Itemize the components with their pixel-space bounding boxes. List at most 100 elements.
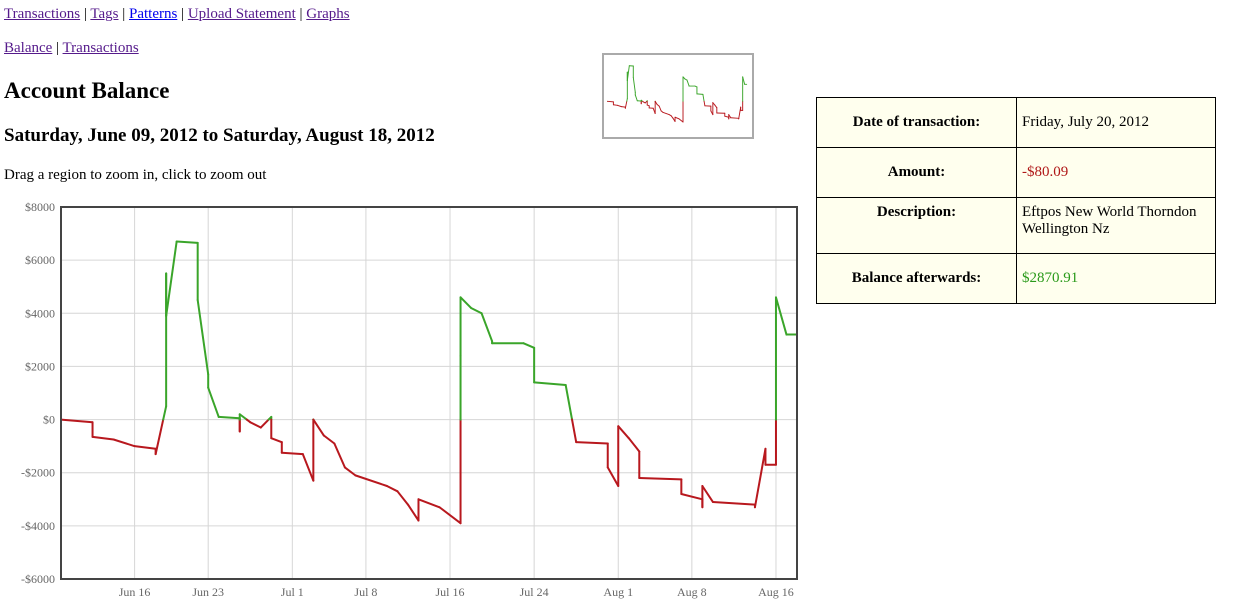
- balance-line-segment: [385, 485, 399, 493]
- main-nav: Transactions | Tags | Patterns | Upload …: [4, 5, 350, 23]
- overview-line-segment: [654, 100, 658, 105]
- plot-frame: [60, 206, 798, 580]
- overview-line-segment: [626, 65, 630, 82]
- details-row-amount: Amount: -$80.09: [816, 147, 1216, 198]
- balance-line-segment: [606, 466, 620, 487]
- x-tick-label: Jun 16: [119, 585, 151, 599]
- overview-line-segment: [670, 115, 674, 119]
- balance-line-segment: [175, 240, 199, 244]
- x-tick-label: Jul 16: [436, 585, 465, 599]
- overview-line-segment: [702, 93, 705, 102]
- y-tick-label: -$2000: [21, 466, 55, 480]
- overview-line-segment: [612, 104, 618, 106]
- nav-separator: |: [80, 6, 91, 22]
- balance-line-segment: [249, 421, 262, 429]
- overview-line-segment: [696, 93, 704, 95]
- balance-line-segment: [438, 506, 462, 525]
- overview-line-segment: [678, 118, 684, 123]
- balance-line-segment: [259, 418, 270, 429]
- y-tick-label: $4000: [25, 306, 55, 320]
- overview-chart[interactable]: [602, 53, 754, 139]
- amount-label: Amount:: [816, 147, 1017, 198]
- balance-line-segment: [343, 466, 357, 477]
- balance-line-segment: [162, 405, 168, 421]
- y-tick-label: $0: [43, 413, 55, 427]
- overview-line-segment: [724, 115, 730, 118]
- balance-line-segment: [280, 451, 304, 456]
- balance-line-segment: [480, 312, 494, 343]
- balance-line-segment: [301, 453, 315, 482]
- balance-line-segment: [196, 299, 210, 376]
- overview-line-segment: [703, 100, 706, 107]
- nav-link-transactions[interactable]: Transactions: [4, 6, 81, 22]
- balance-line-segment: [627, 437, 641, 453]
- balance-line-segment: [638, 477, 683, 481]
- subnav-link-transactions[interactable]: Transactions: [62, 40, 139, 56]
- balance-line-segment: [753, 447, 767, 509]
- balance-line-segment: [217, 415, 241, 420]
- nav-separator: |: [177, 6, 188, 22]
- balance-line-segment: [207, 386, 220, 418]
- balance-line-segment: [470, 306, 483, 315]
- y-tick-label: $6000: [25, 253, 55, 267]
- x-tick-label: Aug 16: [758, 585, 794, 599]
- balance-line-segment: [571, 418, 578, 444]
- balance-value: $2870.91: [1016, 253, 1216, 304]
- x-tick-label: Jun 23: [192, 585, 224, 599]
- overview-line-segment: [742, 76, 746, 85]
- y-tick-label: -$6000: [21, 572, 55, 586]
- x-tick-label: Jul 24: [520, 585, 549, 599]
- overview-line-segment: [632, 76, 636, 93]
- x-tick-label: Aug 8: [677, 585, 707, 599]
- balance-line-segment: [701, 485, 714, 503]
- overview-line-segment: [624, 100, 628, 109]
- balance-line-segment: [154, 418, 165, 456]
- nav-link-upload-statement[interactable]: Upload Statement: [187, 6, 296, 22]
- y-tick-label: $8000: [25, 200, 55, 214]
- overview-line-segment: [712, 102, 716, 106]
- x-tick-label: Jul 8: [354, 585, 377, 599]
- balance-line-segment: [564, 384, 574, 421]
- balance-line-segment: [774, 296, 788, 336]
- balance-line-segment: [238, 413, 248, 421]
- balance-label: Balance afterwards:: [816, 253, 1017, 304]
- balance-line-segment: [680, 492, 704, 501]
- subnav-link-balance[interactable]: Balance: [4, 40, 53, 56]
- balance-line-segment: [617, 425, 630, 440]
- overview-line-segment: [634, 94, 638, 102]
- balance-line-segment: [533, 381, 567, 387]
- nav-link-graphs[interactable]: Graphs: [306, 6, 350, 22]
- y-tick-label: -$4000: [21, 519, 55, 533]
- date-value: Friday, July 20, 2012: [1016, 97, 1216, 148]
- description-value: Eftpos New World Thorndon Wellington Nz: [1016, 197, 1216, 254]
- balance-line-segment: [396, 490, 409, 506]
- overview-line-segment: [606, 100, 614, 103]
- details-row-date: Date of transaction: Friday, July 20, 20…: [816, 97, 1216, 148]
- balance-line-segment: [522, 342, 536, 349]
- y-tick-label: $2000: [25, 359, 55, 373]
- balance-line-segment: [312, 418, 325, 437]
- overview-line-segment: [620, 106, 626, 108]
- nav-separator: |: [295, 6, 307, 22]
- balance-line-segment: [91, 435, 115, 441]
- balance-line-segment: [406, 503, 420, 522]
- description-label: Description:: [816, 197, 1017, 254]
- graphs-sub-nav: Balance | Transactions: [4, 39, 139, 57]
- balance-line-segment: [459, 296, 473, 309]
- amount-value: -$80.09: [1016, 147, 1216, 198]
- details-row-balance: Balance afterwards: $2870.91: [816, 253, 1216, 304]
- balance-line-segment: [60, 418, 94, 424]
- balance-line-segment: [417, 498, 441, 509]
- nav-link-patterns[interactable]: Patterns: [129, 6, 178, 22]
- nav-link-tags[interactable]: Tags: [90, 6, 119, 22]
- overview-line-segment: [728, 114, 732, 119]
- overview-line-segment: [730, 117, 740, 119]
- balance-line-segment: [575, 441, 609, 445]
- overview-line-segment: [662, 111, 670, 116]
- balance-chart[interactable]: -$6000 -$4000 -$2000 $0 $2000 $4000 $6000 $8000…: [0, 195, 805, 605]
- nav-separator: |: [118, 6, 129, 22]
- x-tick-label: Jul 1: [281, 585, 304, 599]
- page-title: Account Balance: [4, 78, 170, 103]
- overview-line-segment: [616, 104, 622, 108]
- overview-line-segment: [658, 105, 662, 112]
